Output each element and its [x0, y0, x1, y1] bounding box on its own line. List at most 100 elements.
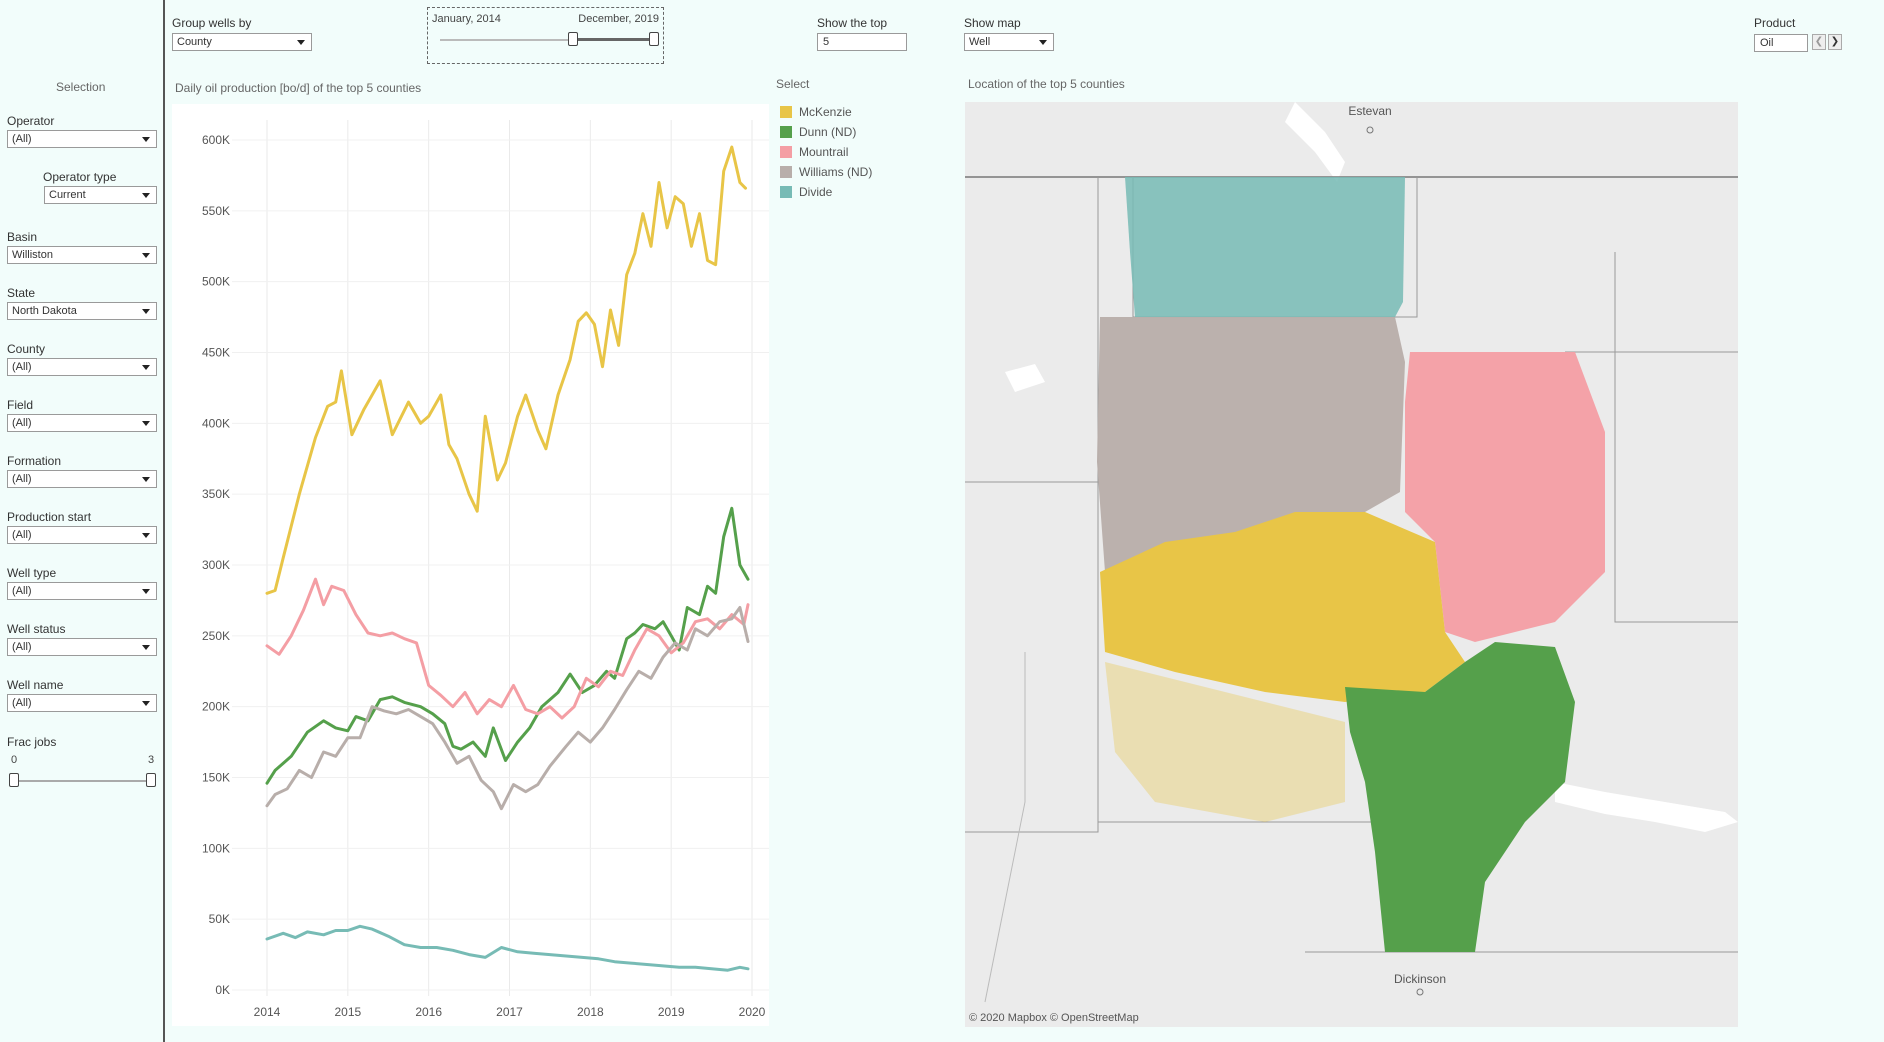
y-tick-label: 250K	[202, 629, 230, 643]
map-county-line	[1614, 252, 1738, 623]
legend-label: Divide	[799, 185, 833, 199]
field-dropdown[interactable]: (All)	[7, 414, 157, 432]
chevron-down-icon	[142, 645, 150, 650]
show-top-input[interactable]: 5	[817, 33, 907, 51]
operator-value: (All)	[12, 133, 32, 145]
frac-max-label: 3	[148, 754, 155, 766]
show-map-dropdown[interactable]: Well	[964, 33, 1054, 51]
product-input[interactable]: Oil	[1754, 34, 1808, 52]
legend-label: Dunn (ND)	[799, 125, 857, 139]
map-river	[984, 652, 1026, 1003]
county-value: (All)	[12, 361, 32, 373]
well-type-dropdown[interactable]: (All)	[7, 582, 157, 600]
x-tick-label: 2020	[739, 1005, 766, 1019]
date-slider-track[interactable]	[440, 39, 650, 41]
y-tick-label: 50K	[209, 912, 230, 926]
series-line-mountrail[interactable]	[265, 577, 750, 720]
chevron-down-icon	[142, 589, 150, 594]
x-tick-label: 2015	[334, 1005, 361, 1019]
date-start-label: January, 2014	[432, 13, 501, 25]
williams-wells	[1097, 317, 1405, 572]
series-line-dunn-nd[interactable]	[265, 506, 750, 785]
county-label: County	[7, 342, 46, 356]
y-tick-label: 350K	[202, 487, 230, 501]
y-tick-label: 400K	[202, 416, 230, 430]
x-tick-label: 2014	[254, 1005, 281, 1019]
map-water	[1555, 782, 1738, 832]
chevron-down-icon	[142, 533, 150, 538]
operator-type-value: Current	[49, 189, 86, 201]
date-end-label: December, 2019	[578, 13, 659, 25]
x-tick-label: 2016	[415, 1005, 442, 1019]
y-tick-label: 100K	[202, 841, 230, 855]
formation-label: Formation	[7, 454, 62, 468]
map-water	[1285, 102, 1345, 182]
mountrail-wells	[1405, 352, 1605, 642]
frac-slider-min-handle[interactable]	[9, 773, 19, 787]
map-attribution[interactable]: © 2020 Mapbox © OpenStreetMap	[969, 1012, 1139, 1024]
chevron-down-icon	[142, 309, 150, 314]
chevron-down-icon	[142, 253, 150, 258]
well-status-dropdown[interactable]: (All)	[7, 638, 157, 656]
legend-label: Mountrail	[799, 145, 849, 159]
x-tick-label: 2019	[658, 1005, 685, 1019]
series-line-divide[interactable]	[265, 924, 750, 972]
legend-swatch	[780, 186, 792, 198]
show-map-label: Show map	[964, 16, 1021, 30]
date-slider-start-handle[interactable]	[568, 32, 578, 46]
legend-swatch	[780, 146, 792, 158]
series-line-williams-nd[interactable]	[265, 606, 750, 811]
well-status-value: (All)	[12, 641, 32, 653]
date-range-filter: January, 2014 December, 2019	[427, 7, 664, 64]
city-marker-icon	[1416, 988, 1424, 996]
state-dropdown[interactable]: North Dakota	[7, 302, 157, 320]
legend-label: Williams (ND)	[799, 165, 873, 179]
frac-slider-max-handle[interactable]	[146, 773, 156, 787]
basin-dropdown[interactable]: Williston	[7, 246, 157, 264]
y-tick-label: 300K	[202, 558, 230, 572]
formation-dropdown[interactable]: (All)	[7, 470, 157, 488]
date-slider-end-handle[interactable]	[649, 32, 659, 46]
operator-dropdown[interactable]: (All)	[7, 130, 157, 148]
operator-type-dropdown[interactable]: Current	[44, 186, 157, 204]
legend-swatch	[780, 126, 792, 138]
divide-wells	[1125, 177, 1405, 317]
map-county-line	[965, 177, 1099, 833]
field-label: Field	[7, 398, 34, 412]
frac-min-label: 0	[11, 754, 18, 766]
field-value: (All)	[12, 417, 32, 429]
chevron-down-icon	[142, 477, 150, 482]
chevron-down-icon	[142, 421, 150, 426]
production-line-chart: 2014 2015 2016 2017 2018 2019 2020 0K 50K 100K 150…	[172, 104, 769, 1026]
y-tick-label: 450K	[202, 346, 230, 360]
well-type-value: (All)	[12, 585, 32, 597]
chevron-right-icon[interactable]: ❯	[1828, 34, 1842, 50]
production-start-dropdown[interactable]: (All)	[7, 526, 157, 544]
production-start-label: Production start	[7, 510, 92, 524]
y-tick-label: 550K	[202, 204, 230, 218]
y-tick-label: 500K	[202, 275, 230, 289]
show-top-label: Show the top	[817, 16, 888, 30]
dunn-wells	[1345, 642, 1575, 952]
well-type-label: Well type	[7, 566, 57, 580]
legend-title: Select	[776, 77, 810, 91]
county-dropdown[interactable]: (All)	[7, 358, 157, 376]
well-name-value: (All)	[12, 697, 32, 709]
chevron-left-icon[interactable]: ❮	[1812, 34, 1826, 50]
city-estevan: Estevan	[1348, 104, 1391, 118]
group-wells-dropdown[interactable]: County	[172, 33, 312, 51]
sidebar-title: Selection	[56, 80, 106, 94]
chevron-down-icon	[1039, 40, 1047, 45]
map-water	[1005, 364, 1045, 392]
well-location-map[interactable]: Estevan Dickinson © 2020 Mapbox © OpenSt…	[965, 102, 1738, 1027]
basin-label: Basin	[7, 230, 38, 244]
series-line-mckenzie[interactable]	[265, 145, 747, 595]
show-map-value: Well	[969, 36, 991, 48]
chevron-down-icon	[142, 365, 150, 370]
sidebar-divider	[163, 0, 165, 1042]
well-name-dropdown[interactable]: (All)	[7, 694, 157, 712]
group-wells-label: Group wells by	[172, 16, 252, 30]
group-wells-value: County	[177, 36, 212, 48]
x-tick-label: 2018	[577, 1005, 604, 1019]
frac-slider-track[interactable]	[14, 780, 152, 782]
